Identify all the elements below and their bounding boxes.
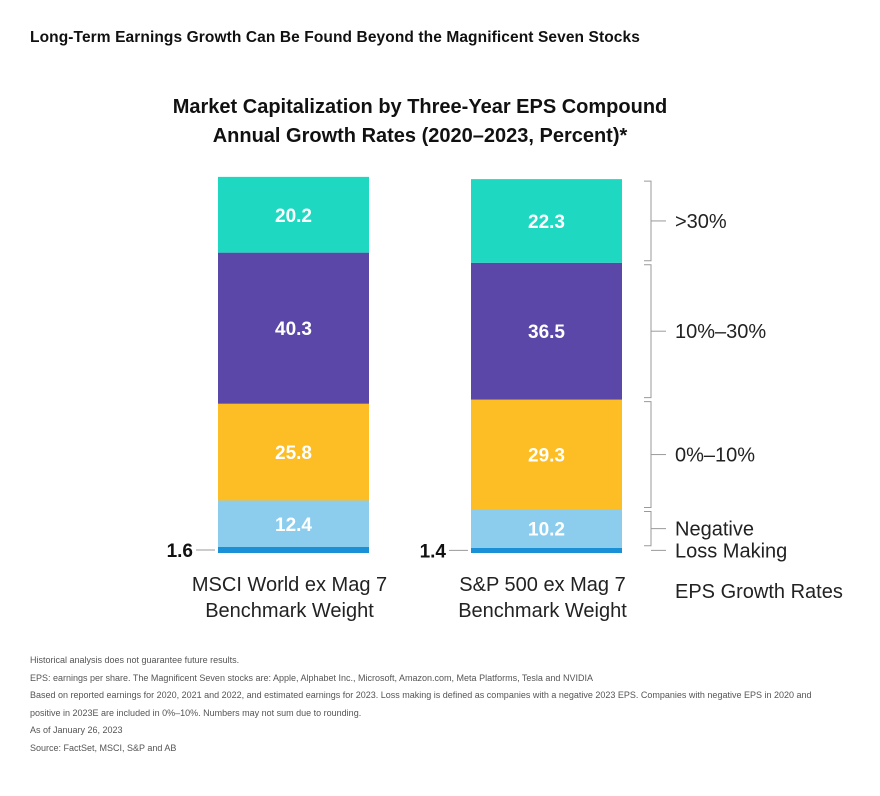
footnote-disclaimer: Historical analysis does not guarantee f… [30,655,240,665]
category-label-msci-world-ex-mag-7-line-1: MSCI World ex Mag 7 [192,574,387,596]
data-label-sandp-500-ex-mag-7-loss-making: 1.4 [420,541,447,562]
legend-label-negative: Negative [675,519,754,541]
bar-msci-world-ex-mag-7-0pct-10pct [218,403,369,501]
footnote-methodology-1: Based on reported earnings for 2020, 202… [30,690,812,700]
bar-msci-world-ex-mag-7-10pct-30pct [218,252,369,404]
data-label-sandp-500-ex-mag-7-negative: 10.2 [528,520,565,541]
bar-msci-world-ex-mag-7-loss-making [218,547,369,553]
data-label-msci-world-ex-mag-7-30pct: 20.2 [275,206,312,227]
data-label-sandp-500-ex-mag-7-0pct-10pct: 29.3 [528,446,565,467]
stacked-bar-chart: Market Capitalization by Three-Year EPS … [167,96,843,622]
data-label-sandp-500-ex-mag-7-30pct: 22.3 [528,212,565,233]
footnote-methodology-2: positive in 2023E are included in 0%–10%… [30,707,362,718]
data-label-msci-world-ex-mag-7-0pct-10pct: 25.8 [275,443,312,464]
footnote-date: As of January 26, 2023 [30,725,123,735]
bar-msci-world-ex-mag-7-negative [218,500,369,547]
legend-label-loss-making: Loss Making [675,540,787,562]
chart-title-line-2: Annual Growth Rates (2020–2023, Percent)… [213,125,628,147]
footnote-eps-definition: EPS: earnings per share. The Magnificent… [30,672,593,683]
legend-label-10pct-30pct: 10%–30% [675,321,766,343]
chart-title-line-1: Market Capitalization by Three-Year EPS … [173,96,668,118]
bar-sandp-500-ex-mag-7-loss-making [471,547,622,553]
data-label-msci-world-ex-mag-7-10pct-30pct: 40.3 [275,319,312,340]
footnotes: Historical analysis does not guarantee f… [30,652,870,757]
data-label-msci-world-ex-mag-7-loss-making: 1.6 [167,541,193,562]
bar-sandp-500-ex-mag-7-negative [471,509,622,548]
data-label-sandp-500-ex-mag-7-10pct-30pct: 36.5 [528,322,565,343]
bar-sandp-500-ex-mag-7-10pct-30pct [471,262,622,400]
category-label-sandp-500-ex-mag-7-line-2: Benchmark Weight [458,600,627,622]
page-title: Long-Term Earnings Growth Can Be Found B… [30,29,640,46]
legend-label-30pct: >30% [675,211,727,233]
legend-label-0pct-10pct: 0%–10% [675,445,755,467]
legend-bracket-10pct-30pct [644,264,652,399]
bar-sandp-500-ex-mag-7-0pct-10pct [471,399,622,510]
category-label-msci-world-ex-mag-7-line-2: Benchmark Weight [205,600,374,622]
footnote-source: Source: FactSet, MSCI, S&P and AB [30,742,177,753]
legend-bracket-negative [644,511,652,547]
category-label-sandp-500-ex-mag-7-line-1: S&P 500 ex Mag 7 [459,574,625,596]
data-label-msci-world-ex-mag-7-negative: 12.4 [275,515,312,536]
bar-sandp-500-ex-mag-7-30pct [471,179,622,263]
legend-bracket-30pct [644,180,652,262]
legend-bracket-0pct-10pct [644,401,652,508]
legend-title: EPS Growth Rates [675,581,843,603]
bar-msci-world-ex-mag-7-30pct [218,176,369,253]
